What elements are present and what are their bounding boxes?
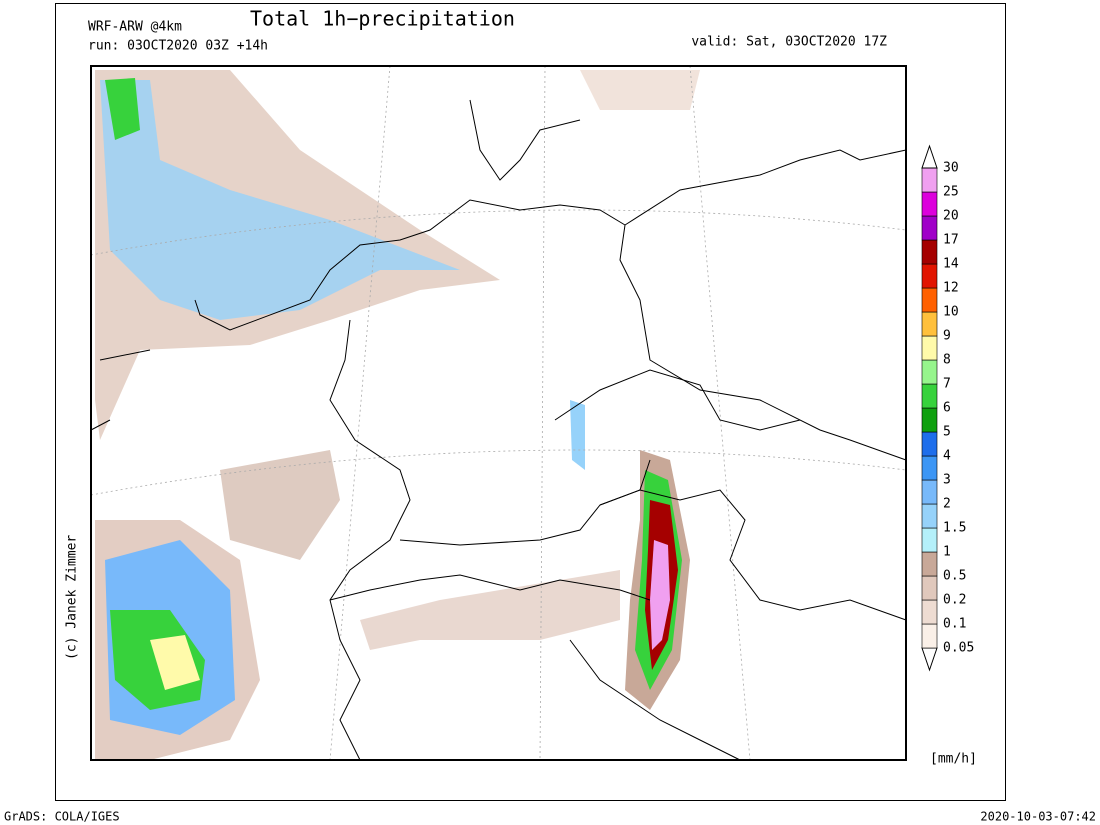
colorbar-label: 7 — [943, 377, 951, 392]
colorbar-band — [921, 167, 938, 193]
colorbar: 0.05 0.1 0.2 0.5 1 1.5 2 3 4 5 6 7 8 9 10 12 14 17 20 25 30 — [921, 144, 974, 672]
precip-area — [360, 570, 620, 650]
colorbar-label: 17 — [943, 233, 959, 248]
colorbar-band — [921, 263, 938, 289]
colorbar-band — [921, 575, 938, 601]
colorbar-label: 1 — [943, 545, 951, 560]
colorbar-label: 4 — [943, 449, 951, 464]
colorbar-band — [921, 455, 938, 481]
colorbar-band — [921, 191, 938, 217]
map-frame — [90, 65, 907, 761]
model-label: WRF-ARW @4km — [88, 20, 182, 35]
colorbar-label: 1.5 — [943, 521, 966, 536]
colorbar-label: 3 — [943, 473, 951, 488]
colorbar-label: 20 — [943, 209, 959, 224]
precip-area — [580, 70, 700, 110]
graticule — [90, 65, 907, 761]
colorbar-label: 25 — [943, 185, 959, 200]
colorbar-band — [921, 599, 938, 625]
precip-area — [570, 400, 585, 470]
title: Total 1h−precipitation — [250, 7, 515, 31]
colorbar-band — [921, 551, 938, 577]
colorbar-band — [921, 431, 938, 457]
colorbar-label: 14 — [943, 257, 959, 272]
colorbar-band — [921, 311, 938, 337]
precip-area — [100, 80, 460, 320]
colorbar-label: 0.1 — [943, 617, 966, 632]
colorbar-label: 30 — [943, 161, 959, 176]
colorbar-band — [921, 215, 938, 241]
colorbar-band — [921, 503, 938, 529]
footer-left: GrADS: COLA/IGES — [4, 810, 120, 824]
colorbar-band — [921, 239, 938, 265]
valid-label: valid: Sat, 03OCT2020 17Z — [691, 35, 887, 50]
outer-frame — [55, 3, 1006, 801]
borders — [90, 99, 907, 761]
colorbar-band — [921, 623, 938, 649]
colorbar-label: 0.2 — [943, 593, 966, 608]
colorbar-label: 0.05 — [943, 641, 974, 656]
colorbar-band — [921, 407, 938, 433]
precip-area — [650, 540, 670, 650]
footer-right: 2020-10-03-07:42 — [980, 810, 1096, 824]
colorbar-band — [921, 527, 938, 553]
colorbar-label: 6 — [943, 401, 951, 416]
precip-area — [150, 635, 200, 690]
precip-area — [105, 78, 140, 140]
precip-area — [220, 450, 340, 560]
colorbar-label: 10 — [943, 305, 959, 320]
colorbar-label: 9 — [943, 329, 951, 344]
colorbar-label: 0.5 — [943, 569, 966, 584]
colorbar-band — [921, 287, 938, 313]
colorbar-label: 8 — [943, 353, 951, 368]
map — [90, 65, 907, 761]
colorbar-label: 12 — [943, 281, 959, 296]
colorbar-end — [921, 647, 938, 672]
colorbar-end — [921, 144, 938, 169]
colorbar-band — [921, 335, 938, 361]
colorbar-band — [921, 383, 938, 409]
credit: (c) Janek Zimmer — [65, 535, 80, 660]
colorbar-label: 2 — [943, 497, 951, 512]
colorbar-band — [921, 359, 938, 385]
colorbar-label: 5 — [943, 425, 951, 440]
colorbar-band — [921, 479, 938, 505]
run-label: run: 03OCT2020 03Z +14h — [88, 39, 268, 54]
unit-label: [mm/h] — [930, 752, 977, 767]
